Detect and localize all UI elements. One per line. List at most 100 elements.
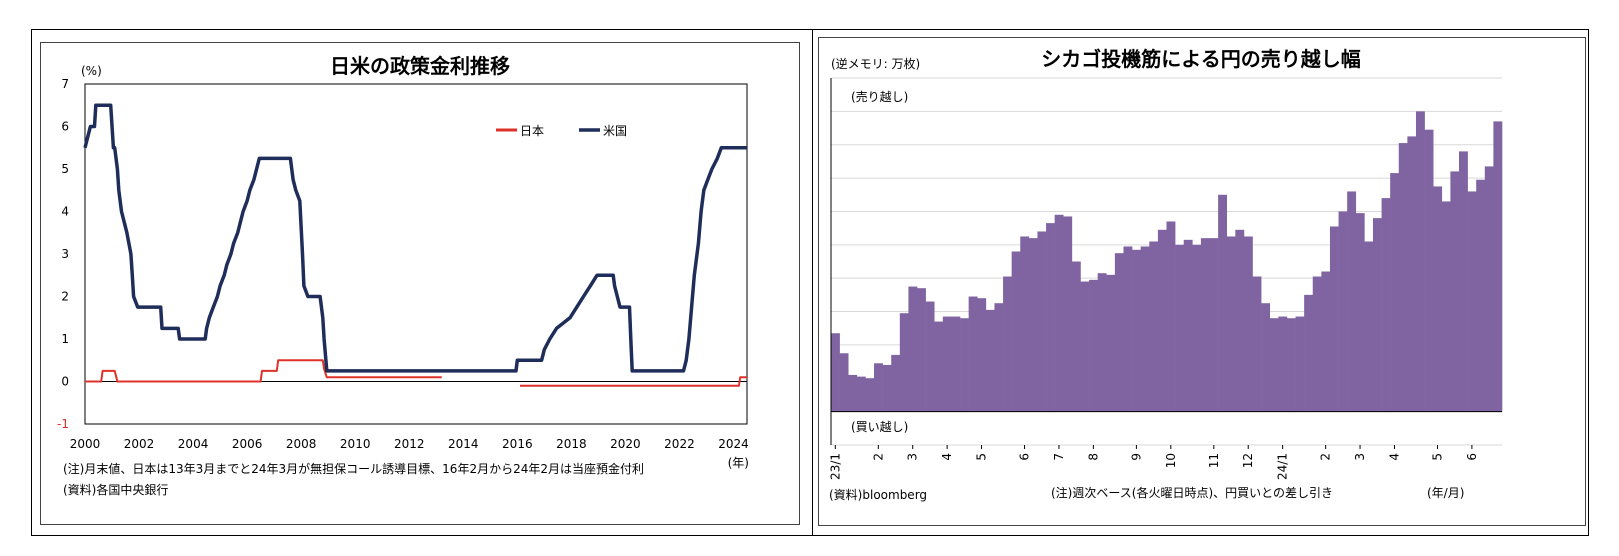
x-tick-label: 24/1 bbox=[1276, 453, 1290, 480]
chart-source: (資料)各国中央銀行 bbox=[63, 482, 168, 497]
bar bbox=[1407, 136, 1417, 412]
x-tick-label: 7 bbox=[1052, 453, 1066, 461]
series-lines bbox=[83, 103, 747, 387]
bar bbox=[1329, 226, 1339, 412]
bar bbox=[1441, 201, 1451, 412]
x-tick-label: 2 bbox=[871, 453, 885, 461]
bar bbox=[1218, 194, 1228, 412]
yen-short-position-chart: シカゴ投機筋による円の売り越し幅 (逆メモリ: 万枚) -20-18-16-14… bbox=[799, 47, 1503, 502]
bar bbox=[1149, 241, 1159, 412]
y-tick-label: 0 bbox=[61, 375, 69, 389]
x-tick-label: 11 bbox=[1207, 453, 1221, 468]
japan-rate-line bbox=[520, 376, 747, 387]
bar bbox=[1080, 281, 1090, 412]
x-tick-label: 4 bbox=[940, 453, 954, 461]
bar bbox=[1089, 279, 1098, 412]
x-tick-label: 2 bbox=[1319, 453, 1333, 461]
bar bbox=[1312, 276, 1322, 412]
x-tick-label: 2010 bbox=[340, 437, 371, 451]
bar bbox=[985, 309, 995, 412]
y-tick-label: 5 bbox=[61, 162, 69, 176]
chart-source: (資料)bloomberg bbox=[829, 488, 927, 502]
annotation-bg-top bbox=[849, 88, 921, 106]
bar bbox=[882, 364, 892, 412]
bar bbox=[994, 303, 1004, 412]
bar bbox=[1132, 249, 1141, 412]
y-axis-ticks: -1 0 1 2 3 4 5 6 7 bbox=[57, 77, 69, 431]
bar bbox=[1071, 261, 1081, 412]
bar bbox=[1123, 246, 1133, 412]
x-tick-label: 10 bbox=[1164, 453, 1178, 468]
bar bbox=[968, 296, 978, 412]
x-tick-label: 23/1 bbox=[828, 453, 842, 480]
bar bbox=[1226, 236, 1236, 412]
bar bbox=[1011, 251, 1021, 412]
bar bbox=[1209, 238, 1219, 412]
x-tick-label: 2018 bbox=[556, 437, 587, 451]
bar bbox=[1381, 198, 1391, 412]
bar bbox=[856, 376, 866, 412]
bar bbox=[1097, 273, 1107, 412]
x-tick-label: 2004 bbox=[178, 437, 209, 451]
x-tick-label: 2022 bbox=[664, 437, 695, 451]
bar bbox=[1106, 274, 1116, 412]
y-unit-label: (逆メモリ: 万枚) bbox=[831, 56, 920, 71]
annotation-net-long: (買い越し) bbox=[851, 420, 908, 434]
annotation-net-short: (売り越し) bbox=[851, 89, 908, 104]
y-unit-label: (%) bbox=[81, 64, 102, 78]
chart-note: (注)月末値、日本は13年3月までと24年3月が無担保コール誘導目標、16年2月… bbox=[63, 461, 644, 476]
chart-note: (注)週次ベース(各火曜日時点)、円買いとの差し引き bbox=[1051, 485, 1333, 500]
bar bbox=[1140, 246, 1150, 412]
bar bbox=[1028, 238, 1038, 412]
bar bbox=[865, 378, 875, 412]
bar bbox=[1286, 318, 1296, 412]
x-tick-label: 5 bbox=[975, 453, 989, 461]
bar bbox=[1020, 236, 1030, 412]
bar bbox=[874, 363, 883, 412]
x-unit-label: (年) bbox=[728, 456, 749, 470]
policy-rate-chart-panel: 日米の政策金利推移 (%) -1 0 1 2 3 4 5 6 7 2000 2002 2004 200… bbox=[40, 42, 800, 525]
bar bbox=[1450, 171, 1460, 412]
bars bbox=[831, 111, 1503, 412]
y-tick-label: 7 bbox=[61, 77, 69, 91]
japan-rate-line bbox=[85, 359, 442, 383]
x-tick-label: 6 bbox=[1465, 453, 1479, 461]
chart-title: 日米の政策金利推移 bbox=[330, 54, 510, 78]
bar bbox=[1338, 211, 1348, 412]
x-tick-label: 9 bbox=[1129, 453, 1143, 461]
x-axis-ticks: 23/1 2 3 4 5 6 7 8 9 10 11 12 24/1 2 3 4 5 6 bbox=[828, 445, 1479, 480]
bar bbox=[908, 286, 918, 412]
us-rate-line bbox=[83, 103, 747, 373]
x-tick-label: 2006 bbox=[232, 437, 263, 451]
bar bbox=[1192, 244, 1202, 412]
bar bbox=[1493, 121, 1503, 412]
x-tick-label: 8 bbox=[1086, 453, 1100, 461]
legend: 日本 米国 bbox=[496, 124, 627, 138]
x-tick-label: 12 bbox=[1241, 453, 1255, 468]
bar bbox=[977, 298, 987, 412]
bar bbox=[1476, 179, 1486, 412]
bar bbox=[917, 288, 926, 412]
legend-label-japan: 日本 bbox=[520, 124, 544, 138]
x-tick-label: 3 bbox=[906, 453, 920, 461]
bar bbox=[1252, 276, 1262, 412]
bar bbox=[1458, 151, 1468, 412]
y-tick-label: 1 bbox=[61, 332, 69, 346]
bar bbox=[1372, 218, 1382, 412]
legend-label-us: 米国 bbox=[603, 124, 627, 138]
bar bbox=[1200, 238, 1210, 412]
bar bbox=[951, 316, 961, 412]
bar bbox=[1269, 318, 1279, 412]
bar bbox=[1157, 229, 1167, 412]
x-axis-ticks: 2000 2002 2004 2006 2008 2010 2012 2014 2016 2018… bbox=[70, 437, 749, 451]
bar bbox=[1355, 213, 1365, 412]
bar bbox=[1364, 241, 1374, 412]
x-tick-label: 2014 bbox=[448, 437, 479, 451]
x-tick-label: 3 bbox=[1353, 453, 1367, 461]
bar bbox=[1390, 173, 1400, 412]
x-tick-label: 5 bbox=[1430, 453, 1444, 461]
bar bbox=[1183, 239, 1193, 412]
bar bbox=[1484, 166, 1494, 412]
bar bbox=[891, 354, 901, 412]
